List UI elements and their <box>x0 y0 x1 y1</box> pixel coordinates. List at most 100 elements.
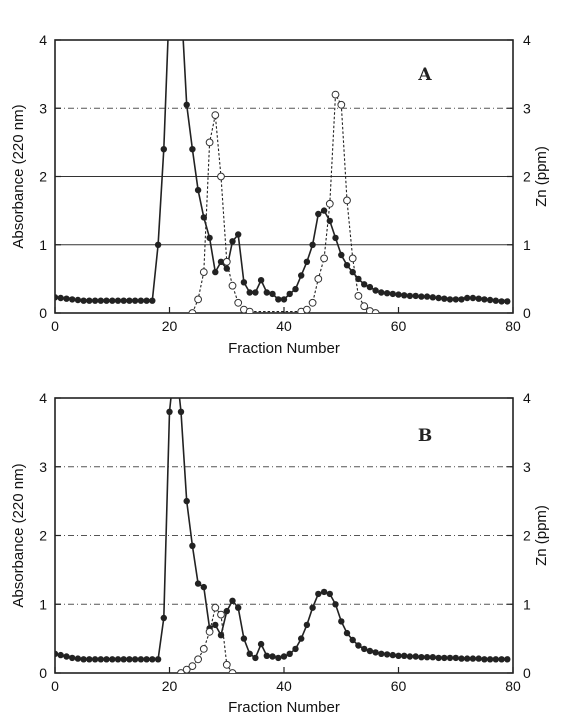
absorbance-point <box>498 298 505 305</box>
y-axis-title: Absorbance (220 nm) <box>10 104 27 248</box>
absorbance-point <box>326 590 333 598</box>
absorbance-point <box>332 234 339 242</box>
absorbance-point <box>252 654 259 662</box>
absorbance-point <box>446 296 454 303</box>
absorbance-point <box>383 651 391 658</box>
absorbance-point <box>389 651 396 659</box>
absorbance-point <box>389 290 396 298</box>
y-tick-label: 2 <box>39 528 47 544</box>
absorbance-point <box>298 272 305 279</box>
absorbance-point <box>486 296 494 304</box>
absorbance-point <box>504 656 511 663</box>
absorbance-point <box>131 656 139 663</box>
absorbance-point <box>194 580 202 587</box>
absorbance-point <box>120 656 127 663</box>
x-tick-label: 60 <box>391 678 407 694</box>
zinc-point <box>205 627 214 636</box>
x-tick-label: 60 <box>391 318 407 334</box>
absorbance-point <box>343 262 351 269</box>
x-axis-title: Fraction Number <box>228 340 340 357</box>
absorbance-point <box>406 292 414 300</box>
absorbance-point <box>154 241 162 248</box>
absorbance-point <box>206 234 213 242</box>
absorbance-point <box>275 296 282 303</box>
absorbance-point <box>378 650 385 657</box>
y-tick-label: 0 <box>39 665 47 681</box>
zinc-point <box>217 610 225 619</box>
absorbance-point <box>343 629 351 637</box>
zinc-point <box>194 655 203 664</box>
panel-label: B <box>418 426 432 446</box>
x-tick-label: 80 <box>505 678 521 694</box>
zinc-point <box>354 292 363 300</box>
absorbance-point <box>69 654 76 662</box>
absorbance-point <box>452 296 459 303</box>
absorbance-point <box>446 654 454 662</box>
absorbance-point <box>464 294 471 302</box>
y-tick-label: 3 <box>39 100 47 116</box>
absorbance-point <box>349 636 356 644</box>
absorbance-point <box>429 294 436 301</box>
absorbance-point <box>212 268 219 276</box>
absorbance-point <box>269 653 276 660</box>
absorbance-point <box>452 654 459 662</box>
absorbance-point <box>80 656 87 663</box>
absorbance-series-line <box>55 398 508 661</box>
absorbance-point <box>143 656 150 663</box>
zinc-point <box>360 302 369 311</box>
zinc-point <box>228 281 237 290</box>
absorbance-point <box>103 297 110 304</box>
zinc-point <box>217 172 225 181</box>
absorbance-point <box>481 656 488 663</box>
y2-tick-label: 1 <box>523 237 531 253</box>
absorbance-point <box>252 289 259 296</box>
absorbance-point <box>91 297 99 304</box>
absorbance-point <box>275 654 282 662</box>
absorbance-point <box>120 297 127 304</box>
absorbance-point <box>183 497 190 505</box>
absorbance-point <box>309 241 316 248</box>
absorbance-point <box>406 653 414 660</box>
zinc-point <box>245 307 254 313</box>
absorbance-point <box>469 294 477 302</box>
absorbance-point <box>372 649 379 656</box>
x-tick-label: 80 <box>505 318 521 334</box>
absorbance-point <box>200 214 207 221</box>
y-tick-label: 3 <box>39 459 47 475</box>
absorbance-point <box>423 654 431 661</box>
absorbance-point <box>320 588 328 596</box>
zinc-point <box>325 199 334 208</box>
x-tick-label: 20 <box>162 678 178 694</box>
absorbance-point <box>257 640 265 648</box>
zinc-point <box>211 111 220 119</box>
absorbance-point <box>383 290 391 297</box>
y-tick-label: 4 <box>39 32 47 48</box>
absorbance-point <box>149 656 156 663</box>
zinc-point <box>228 669 237 673</box>
absorbance-point <box>441 295 448 302</box>
absorbance-point <box>435 294 442 302</box>
absorbance-point <box>361 281 368 288</box>
absorbance-point <box>229 597 236 604</box>
absorbance-point <box>412 292 419 300</box>
zinc-point <box>199 645 208 653</box>
zinc-point <box>343 196 351 205</box>
y2-tick-label: 4 <box>523 390 531 406</box>
absorbance-point <box>126 656 133 663</box>
absorbance-point <box>429 654 436 661</box>
y2-tick-label: 2 <box>523 528 531 544</box>
absorbance-point <box>338 251 345 259</box>
absorbance-point <box>435 654 442 662</box>
absorbance-point <box>80 297 87 304</box>
absorbance-point <box>263 652 270 659</box>
absorbance-point <box>57 651 64 659</box>
absorbance-point <box>229 238 236 245</box>
absorbance-point <box>498 656 505 663</box>
absorbance-point <box>475 655 482 662</box>
absorbance-point <box>246 289 253 296</box>
zinc-point <box>303 305 311 313</box>
absorbance-point <box>63 653 70 660</box>
absorbance-point <box>441 654 448 662</box>
zinc-point <box>308 298 317 307</box>
y2-tick-label: 0 <box>523 305 531 321</box>
